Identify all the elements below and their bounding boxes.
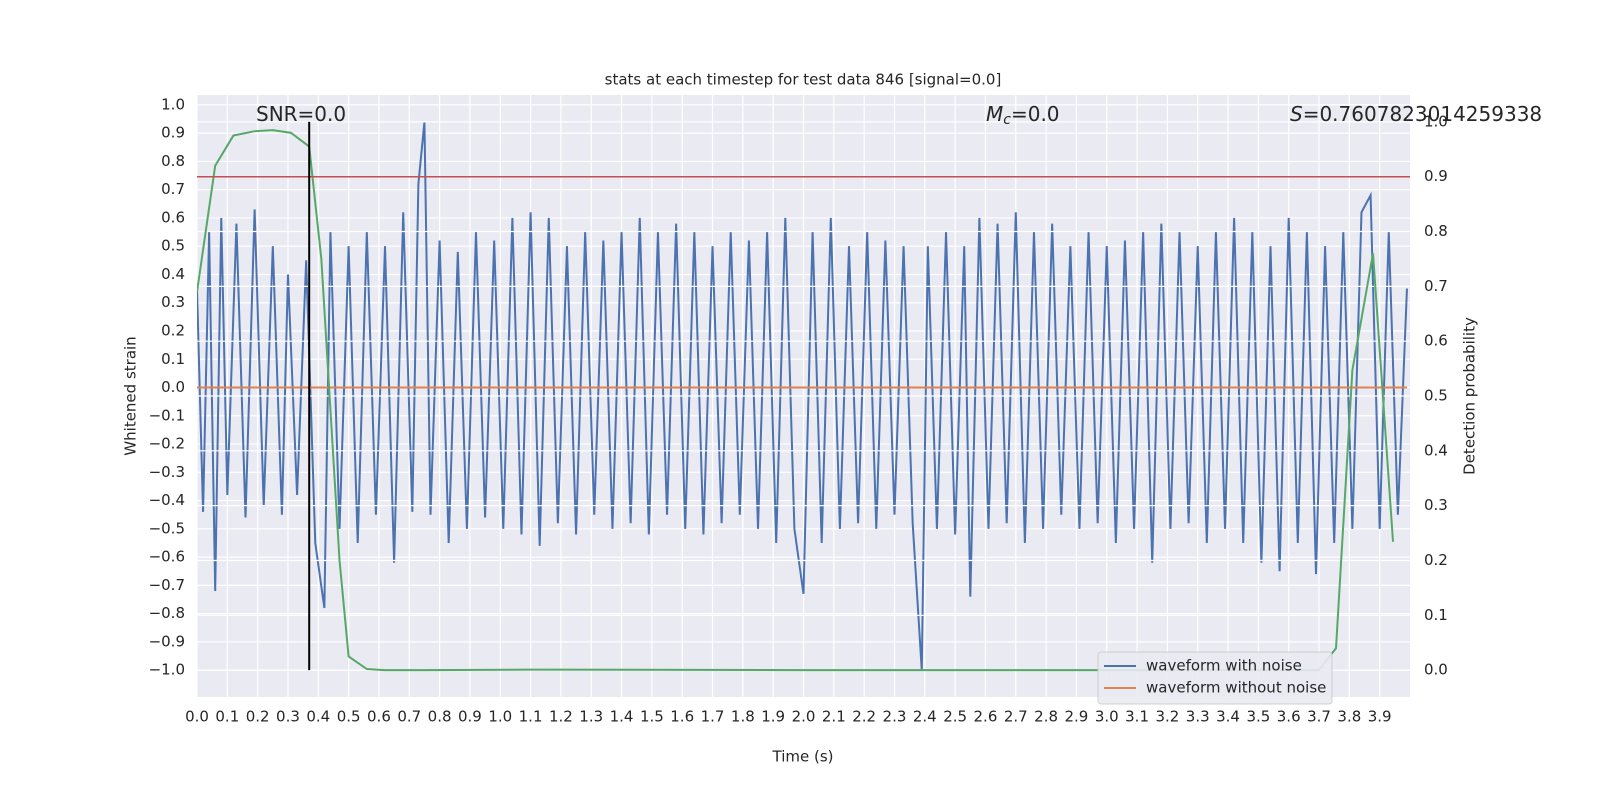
y2-axis-label: Detection probability — [1461, 317, 1479, 475]
x-tick-label: 2.2 — [852, 708, 876, 726]
y-axis-label: Whitened strain — [122, 336, 140, 455]
y-tick-label: 0.8 — [161, 152, 185, 170]
y2-tick-label: 0.0 — [1424, 661, 1448, 679]
x-tick-label: 0.8 — [428, 708, 452, 726]
y-tick-label: −0.1 — [149, 406, 185, 424]
y-tick-label: 1.0 — [161, 95, 185, 113]
x-tick-label: 2.7 — [1004, 708, 1028, 726]
x-tick-label: 3.2 — [1155, 708, 1179, 726]
y2-tick-label: 0.7 — [1424, 277, 1448, 295]
y2-tick-label: 0.1 — [1424, 606, 1448, 624]
y-tick-label: −0.9 — [149, 632, 185, 650]
annotation-text: SNR=0.0 — [256, 102, 346, 126]
x-tick-label: 3.5 — [1246, 708, 1270, 726]
x-tick-label: 1.7 — [701, 708, 725, 726]
plot-layer — [197, 121, 1408, 671]
x-tick-label: 0.5 — [337, 708, 361, 726]
y2-tick-label: 1.0 — [1424, 112, 1448, 130]
y-tick-label: 0.6 — [161, 208, 185, 226]
x-tick-label: 0.0 — [185, 708, 209, 726]
y-tick-label: −0.7 — [149, 576, 185, 594]
y2-tick-label: 0.6 — [1424, 332, 1448, 350]
y-tick-label: −1.0 — [149, 661, 185, 679]
x-tick-label: 2.6 — [974, 708, 998, 726]
x-axis-label: Time (s) — [772, 748, 834, 766]
x-tick-label: 2.5 — [943, 708, 967, 726]
y-tick-label: −0.4 — [149, 491, 185, 509]
x-tick-label: 3.6 — [1277, 708, 1301, 726]
x-tick-label: 1.8 — [731, 708, 755, 726]
x-tick-label: 2.4 — [913, 708, 937, 726]
chart-title: stats at each timestep for test data 846… — [605, 71, 1002, 89]
legend-label: waveform with noise — [1146, 657, 1302, 675]
x-tick-label: 3.4 — [1216, 708, 1240, 726]
x-tick-label: 3.1 — [1125, 708, 1149, 726]
y-tick-label: 0.7 — [161, 180, 185, 198]
y2-tick-label: 0.4 — [1424, 441, 1448, 459]
annotation: Mc=0.0 — [986, 102, 1060, 129]
y-tick-label: 0.5 — [161, 237, 185, 255]
x-tick-label: 0.7 — [397, 708, 421, 726]
annotation-text: =0.0 — [1011, 102, 1060, 126]
annotation-text: =0.7607823014259338 — [1303, 102, 1542, 126]
annotation: SNR=0.0 — [256, 102, 346, 126]
y-tick-label: −0.6 — [149, 548, 185, 566]
legend-box — [1097, 651, 1333, 705]
legend-label: waveform without noise — [1146, 679, 1326, 697]
y-tick-label: 0.4 — [161, 265, 185, 283]
x-tick-label: 0.6 — [367, 708, 391, 726]
y2-tick-label: 0.8 — [1424, 222, 1448, 240]
y-tick-label: 0.0 — [161, 378, 185, 396]
x-tick-label: 2.8 — [1034, 708, 1058, 726]
x-tick-label: 0.9 — [458, 708, 482, 726]
y2-tick-label: 0.9 — [1424, 167, 1448, 185]
x-tick-label: 3.0 — [1095, 708, 1119, 726]
x-tick-label: 2.9 — [1064, 708, 1088, 726]
x-tick-label: 2.1 — [822, 708, 846, 726]
y-tick-label: −0.5 — [149, 519, 185, 537]
annotation-symbol: S — [1290, 102, 1303, 126]
x-tick-label: 3.7 — [1307, 708, 1331, 726]
x-tick-label: 1.2 — [549, 708, 573, 726]
x-tick-label: 2.0 — [792, 708, 816, 726]
y-tick-label: 0.9 — [161, 124, 185, 142]
y-tick-label: 0.2 — [161, 321, 185, 339]
x-tick-label: 0.1 — [215, 708, 239, 726]
x-tick-label: 1.3 — [579, 708, 603, 726]
x-tick-label: 0.2 — [246, 708, 270, 726]
y-tick-label: −0.2 — [149, 435, 185, 453]
data-line — [197, 121, 1408, 671]
x-tick-label: 3.9 — [1368, 708, 1392, 726]
annotation-subscript: c — [1003, 112, 1011, 128]
x-tick-label: 0.3 — [276, 708, 300, 726]
annotation-symbol: M — [986, 102, 1003, 126]
x-tick-label: 1.1 — [519, 708, 543, 726]
x-tick-label: 2.3 — [883, 708, 907, 726]
y-tick-label: −0.8 — [149, 604, 185, 622]
x-tick-label: 1.0 — [488, 708, 512, 726]
x-tick-label: 1.4 — [610, 708, 634, 726]
x-tick-label: 1.6 — [670, 708, 694, 726]
y2-tick-label: 0.2 — [1424, 551, 1448, 569]
x-tick-label: 0.4 — [306, 708, 330, 726]
y-tick-label: 0.3 — [161, 293, 185, 311]
x-tick-label: 1.5 — [640, 708, 664, 726]
y-tick-label: −0.3 — [149, 463, 185, 481]
y2-tick-label: 0.5 — [1424, 387, 1448, 405]
x-tick-label: 3.3 — [1186, 708, 1210, 726]
y2-tick-label: 0.3 — [1424, 496, 1448, 514]
y-tick-label: 0.1 — [161, 350, 185, 368]
x-tick-label: 1.9 — [761, 708, 785, 726]
x-tick-label: 3.8 — [1337, 708, 1361, 726]
annotation: S=0.7607823014259338 — [1290, 102, 1542, 126]
